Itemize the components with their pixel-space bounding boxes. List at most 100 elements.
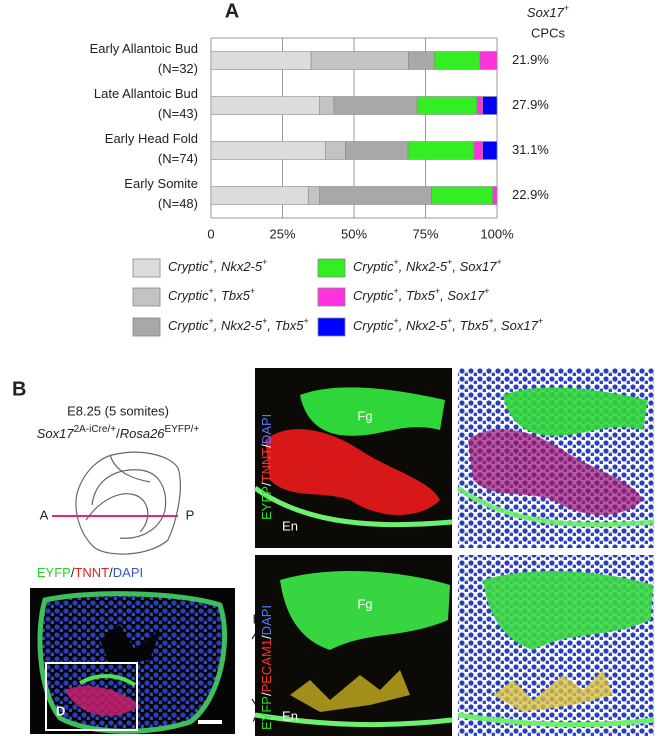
text-part: , Nkx2-5 <box>214 259 263 274</box>
category-label: Early Allantoic Bud <box>90 41 198 56</box>
bar-segment <box>319 186 432 205</box>
genotype: Sox172A-iCre/+/Rosa26EYFP/+ <box>37 424 200 441</box>
legend-label: Cryptic+, Nkx2-5+, Tbx5+ <box>168 316 309 333</box>
tissue-d-left <box>253 387 453 528</box>
superscript: + <box>496 257 501 267</box>
sep: / <box>109 565 113 580</box>
lumen <box>100 625 160 665</box>
text-part: , Sox17 <box>440 288 485 303</box>
stain: DAPI <box>113 565 143 580</box>
legend-label: Cryptic+, Nkx2-5+, Tbx5+, Sox17+ <box>353 316 543 333</box>
tissue-d-right <box>456 387 655 528</box>
text-part: Cryptic <box>168 259 209 274</box>
bar-segment <box>434 51 481 70</box>
inset-label: D <box>56 703 65 718</box>
category-label: Early Head Fold <box>105 131 198 146</box>
bar-segment <box>210 96 320 115</box>
inset-box <box>45 662 138 731</box>
superscript: + <box>208 286 213 296</box>
category-note: (N=43) <box>158 106 198 121</box>
legend-label: Cryptic+, Nkx2-5+, Sox17+ <box>353 257 502 274</box>
sep: / <box>259 635 274 639</box>
text-part: , Nkx2-5 <box>399 318 448 333</box>
superscript: + <box>393 316 398 326</box>
bar-segment <box>431 186 494 205</box>
superscript: + <box>393 257 398 267</box>
stain: DAPI <box>259 414 274 444</box>
superscript: + <box>435 286 440 296</box>
bar-segment <box>482 141 498 160</box>
text-part: Cryptic <box>353 288 394 303</box>
category-note: (N=48) <box>158 196 198 211</box>
stain-label: EYFP/PECAM1/DAPI <box>259 605 274 730</box>
legend-swatch <box>132 317 161 337</box>
tissue-label: Fg <box>357 408 372 423</box>
text-part: Cryptic <box>353 259 394 274</box>
superscript: + <box>262 316 267 326</box>
superscript: + <box>447 316 452 326</box>
superscript: + <box>484 286 489 296</box>
text-part: Cryptic <box>168 288 209 303</box>
text-part: , Sox17 <box>452 259 497 274</box>
bar-segment <box>476 96 484 115</box>
text-part: , Sox17 <box>494 318 539 333</box>
bar-segment <box>319 96 335 115</box>
bar-segment <box>479 51 498 70</box>
right-header: Sox17+ <box>527 3 569 20</box>
panel-c: EYFP/TNNT/DAPI C D P A <box>14 565 263 734</box>
tissue-e-left <box>254 570 453 728</box>
stain: DAPI <box>259 605 274 635</box>
legend-swatch <box>317 287 346 307</box>
bar-segment <box>210 186 309 205</box>
bar-segment <box>307 186 320 205</box>
text-part: , Tbx5 <box>214 288 251 303</box>
sep: / <box>259 444 274 448</box>
sep: / <box>259 692 274 696</box>
sep: / <box>71 565 75 580</box>
panel-label: B <box>12 378 26 400</box>
axis-start: A <box>40 507 49 522</box>
gene: Sox17 <box>37 426 75 441</box>
foregut <box>79 674 137 687</box>
text-part: Cryptic <box>353 318 394 333</box>
category-note: (N=74) <box>158 151 198 166</box>
bar-segment <box>345 141 409 160</box>
stain-label: EYFP/TNNT/DAPI <box>259 414 274 520</box>
heart-field <box>65 685 140 716</box>
bar-segment <box>210 51 312 70</box>
x-tick-label: 100% <box>480 226 514 241</box>
legend-label: Cryptic+, Tbx5+, Sox17+ <box>353 286 489 303</box>
bar-segment <box>473 141 483 160</box>
stain: PECAM1 <box>259 639 274 692</box>
legend-label: Cryptic+, Nkx2-5+ <box>168 257 267 274</box>
stain: EYFP <box>37 565 71 580</box>
tissue-label: En <box>282 518 298 533</box>
text-part: , Nkx2-5 <box>399 259 448 274</box>
embryo-sketch <box>75 451 181 555</box>
panel-label: A <box>225 0 239 22</box>
x-tick-label: 75% <box>412 226 438 241</box>
text-part: , Tbx5 <box>399 288 436 303</box>
category-label: Early Somite <box>124 176 198 191</box>
axis-end: P <box>186 507 195 522</box>
gene: Rosa26 <box>120 426 166 441</box>
bar-segment <box>482 96 498 115</box>
category-label: Late Allantoic Bud <box>94 86 198 101</box>
right-header: CPCs <box>531 25 565 40</box>
superscript: + <box>564 3 569 13</box>
bar-segment <box>325 141 346 160</box>
bar-segment <box>210 141 326 160</box>
right-label: 22.9% <box>512 187 549 202</box>
stage: E8.25 (5 somites) <box>67 403 169 418</box>
stain: EYFP <box>259 486 274 520</box>
panel-d: D Fg En EYFP/TNNT/DAPI <box>253 368 655 548</box>
superscript: + <box>393 286 398 296</box>
legend-swatch <box>317 317 346 337</box>
superscript: + <box>250 286 255 296</box>
stain: TNNT <box>74 565 109 580</box>
legend-label: Cryptic+, Tbx5+ <box>168 286 255 303</box>
allele: 2A-iCre/+ <box>74 424 117 435</box>
right-label: 21.9% <box>512 52 549 67</box>
superscript: + <box>262 257 267 267</box>
